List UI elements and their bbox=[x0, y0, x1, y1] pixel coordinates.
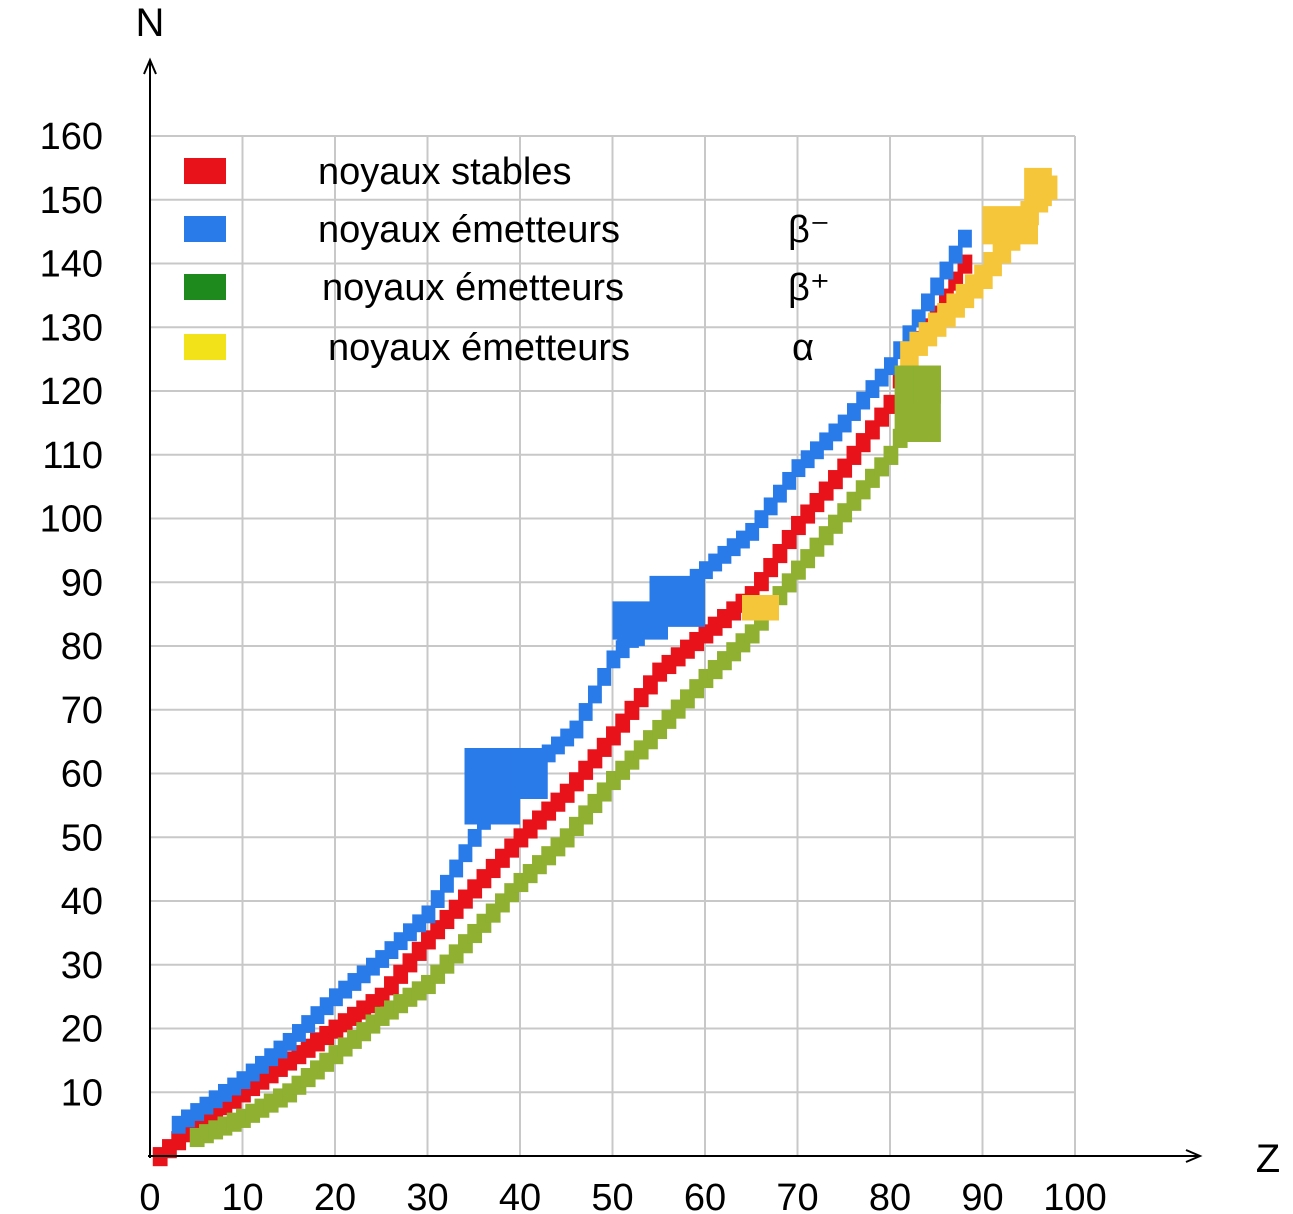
nuclide-cell-beta_minus bbox=[439, 874, 454, 893]
nuclide-cell-beta_minus bbox=[587, 685, 602, 704]
series-stable bbox=[152, 254, 973, 1167]
x-tick-label: 100 bbox=[1043, 1177, 1106, 1214]
nuclide-cell-beta_minus bbox=[421, 905, 436, 924]
nuclide-cell-beta_minus bbox=[597, 667, 612, 686]
legend-symbol-beta_minus: β⁻ bbox=[788, 209, 830, 251]
nuclide-cell-beta_minus bbox=[883, 357, 898, 376]
nuclide-cell-beta_minus bbox=[569, 720, 584, 739]
nuclide-cell-beta_minus bbox=[430, 890, 445, 909]
series-beta_plus bbox=[189, 365, 941, 1148]
x-tick-label: 10 bbox=[221, 1177, 263, 1214]
y-axis-arrow bbox=[143, 57, 157, 75]
y-tick-label: 140 bbox=[40, 244, 103, 286]
x-tick-label: 70 bbox=[776, 1177, 818, 1214]
x-tick-label: 90 bbox=[961, 1177, 1003, 1214]
y-tick-label: 110 bbox=[42, 435, 103, 477]
x-tick-label: 80 bbox=[869, 1177, 911, 1214]
nuclide-cell-beta_minus bbox=[449, 859, 464, 878]
nuclide-cell-beta_minus bbox=[578, 703, 593, 721]
y-tick-labels: 10 20 30 40 50 60 70 80 90 100 110 120 130 140 150 160 bbox=[40, 116, 103, 1114]
x-tick-label: 60 bbox=[684, 1177, 726, 1214]
y-tick-label: 130 bbox=[40, 307, 103, 349]
legend-swatch-alpha bbox=[184, 334, 226, 360]
x-tick-label: 40 bbox=[499, 1177, 541, 1214]
legend: noyaux stables noyaux émetteurs β⁻ noyaux é… bbox=[184, 151, 830, 369]
x-tick-labels: 0 10 20 30 40 50 60 70 80 90 100 bbox=[139, 1177, 1106, 1214]
nuclide-cluster-beta_minus bbox=[617, 620, 645, 646]
legend-label-beta_minus: noyaux émetteurs bbox=[318, 209, 620, 251]
y-tick-label: 60 bbox=[61, 754, 103, 796]
x-tick-label: 50 bbox=[591, 1177, 633, 1214]
y-tick-label: 80 bbox=[61, 626, 103, 668]
legend-label-beta_plus: noyaux émetteurs bbox=[322, 267, 624, 309]
legend-swatch-stable bbox=[184, 158, 226, 184]
axes: N Z bbox=[136, 1, 1281, 1181]
y-tick-label: 70 bbox=[61, 690, 103, 732]
y-tick-label: 150 bbox=[40, 180, 103, 222]
nuclide-cell-beta_plus bbox=[883, 445, 899, 465]
legend-symbol-beta_plus: β⁺ bbox=[788, 267, 830, 309]
y-tick-label: 90 bbox=[61, 562, 103, 604]
x-tick-label: 0 bbox=[139, 1177, 160, 1214]
nuclide-cluster-beta_minus bbox=[649, 575, 705, 627]
nuclide-cell-beta_minus bbox=[920, 293, 935, 312]
nuclide-cluster-beta_plus bbox=[913, 365, 941, 404]
legend-swatch-beta_plus bbox=[184, 274, 226, 300]
legend-swatch-beta_minus bbox=[184, 216, 226, 242]
y-tick-label: 100 bbox=[40, 499, 103, 541]
nuclide-cell-beta_minus bbox=[467, 828, 482, 847]
x-tick-label: 30 bbox=[406, 1177, 448, 1214]
y-tick-label: 160 bbox=[40, 116, 103, 158]
y-axis-title: N bbox=[136, 1, 165, 45]
series-alpha bbox=[742, 167, 1058, 621]
nuclide-marks bbox=[152, 167, 1058, 1167]
nuclide-cell-beta_minus bbox=[957, 229, 972, 248]
nuclide-cell-beta_minus bbox=[948, 245, 963, 264]
nuclide-cluster-beta_minus bbox=[510, 748, 548, 799]
y-tick-label: 30 bbox=[61, 945, 103, 987]
nuclide-cluster-alpha bbox=[982, 206, 1038, 245]
nuclide-cell-beta_minus bbox=[458, 844, 473, 863]
nuclide-cell-beta_minus bbox=[930, 277, 945, 296]
y-tick-label: 40 bbox=[61, 881, 103, 923]
nuclide-cell-beta_minus bbox=[939, 261, 954, 280]
y-tick-label: 50 bbox=[61, 817, 103, 859]
series-beta_minus bbox=[171, 229, 972, 1134]
x-tick-label: 20 bbox=[314, 1177, 356, 1214]
legend-symbol-alpha: α bbox=[792, 327, 814, 369]
y-tick-label: 120 bbox=[40, 371, 103, 413]
x-axis-arrow bbox=[1185, 1149, 1203, 1163]
nuclide-cluster-alpha bbox=[1024, 167, 1052, 207]
legend-label-stable: noyaux stables bbox=[318, 151, 572, 193]
x-axis-title: Z bbox=[1256, 1137, 1280, 1181]
y-tick-label: 20 bbox=[61, 1009, 103, 1051]
y-tick-label: 10 bbox=[61, 1072, 103, 1114]
legend-label-alpha: noyaux émetteurs bbox=[328, 327, 630, 369]
nuclide-cluster-alpha bbox=[742, 595, 779, 621]
